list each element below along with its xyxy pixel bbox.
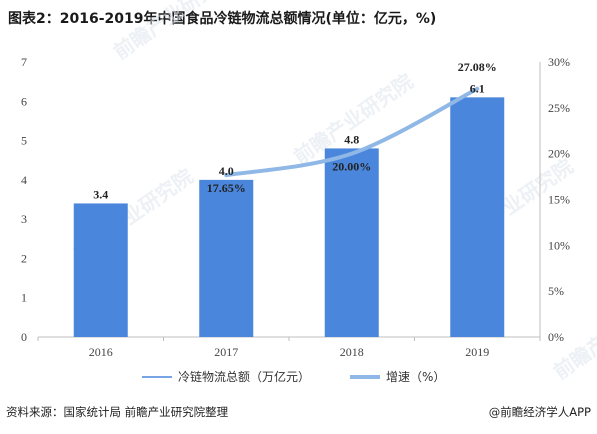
growth-value-label: 17.65% — [207, 181, 246, 195]
x-axis-tick-label: 2017 — [214, 345, 238, 359]
growth-point — [224, 173, 228, 177]
x-axis-tick-label: 2018 — [340, 345, 364, 359]
left-axis-tick-label: 0 — [21, 330, 27, 344]
growth-value-label: 27.08% — [458, 60, 497, 74]
bar — [324, 148, 379, 337]
bar-value-label: 4.8 — [344, 132, 359, 146]
right-axis-tick-label: 10% — [548, 238, 570, 252]
left-axis-tick-label: 3 — [21, 212, 27, 226]
left-axis-tick-label: 1 — [21, 291, 27, 305]
left-axis-tick-label: 6 — [21, 94, 27, 108]
x-axis-tick-label: 2016 — [89, 345, 113, 359]
brand-credit: @前瞻经济学人APP — [488, 405, 591, 419]
growth-point — [350, 152, 354, 156]
bar-value-label: 6.1 — [470, 81, 485, 95]
right-axis-tick-label: 30% — [548, 55, 570, 69]
x-axis-tick-label: 2019 — [465, 345, 489, 359]
right-axis-tick-label: 20% — [548, 147, 570, 161]
watermark-text: 前瞻产业研究院 — [109, 0, 237, 64]
bar-value-label: 4.0 — [219, 164, 234, 178]
left-axis-tick-label: 7 — [21, 55, 27, 69]
growth-value-label: 20.00% — [332, 160, 371, 174]
source-note: 资料来源：国家统计局 前瞻产业研究院整理 — [6, 405, 229, 419]
legend-label-line: 增速（%） — [386, 370, 445, 384]
left-axis-tick-label: 5 — [21, 134, 27, 148]
line-series — [224, 86, 480, 178]
bar-value-label: 3.4 — [93, 187, 108, 201]
left-axis-tick-label: 4 — [21, 173, 27, 187]
chart-title: 图表2：2016-2019年中国食品冷链物流总额情况(单位：亿元，%) — [8, 11, 437, 27]
right-axis-tick-label: 5% — [548, 284, 564, 298]
bar — [450, 97, 505, 337]
bar — [199, 179, 254, 337]
legend-label-bar: 冷链物流总额（万亿元） — [178, 369, 310, 384]
left-axis-tick-label: 2 — [21, 251, 27, 265]
growth-point — [475, 87, 479, 91]
data-labels: 3.4 4.0 4.8 6.1 17.65% 20.00% 27.08% — [93, 60, 497, 202]
right-axis-tick-label: 0% — [548, 330, 564, 344]
right-axis-tick-label: 25% — [548, 101, 570, 115]
legend: 冷链物流总额（万亿元） 增速（%） — [142, 369, 445, 384]
bar — [73, 203, 128, 337]
bar-series — [73, 97, 505, 337]
right-axis-tick-label: 15% — [548, 193, 570, 207]
